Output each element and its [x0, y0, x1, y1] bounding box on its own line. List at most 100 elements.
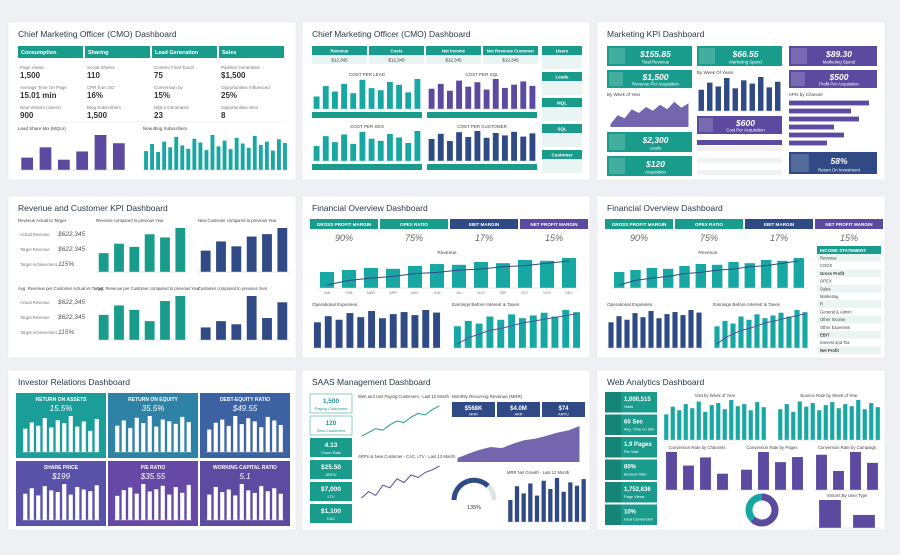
- bar: [350, 143, 357, 161]
- bar: [446, 90, 453, 109]
- label: Actual Revenue: [20, 300, 50, 305]
- bar: [160, 419, 165, 452]
- label: $199: [51, 472, 70, 481]
- tile-icon: [605, 459, 621, 480]
- label: Revenue: [437, 250, 457, 256]
- tile-icon: [699, 48, 715, 64]
- bar: [679, 266, 690, 288]
- dashboard-title: Web Analytics Dashboard: [607, 377, 704, 387]
- bar: [465, 137, 472, 161]
- label: Conversion Rate by Campaign: [818, 445, 877, 450]
- label: 115%: [58, 261, 74, 268]
- bar: [453, 326, 461, 348]
- kpi-header: [426, 46, 481, 55]
- label: OCT: [521, 291, 529, 295]
- label: Operational Expenses: [312, 302, 358, 307]
- bar: [49, 490, 54, 520]
- bar: [114, 305, 124, 340]
- bar: [729, 400, 734, 440]
- column-header: [152, 46, 217, 58]
- label: GROSS PROFIT MARGIN: [317, 222, 372, 227]
- label: COGS: [820, 263, 833, 268]
- bar: [853, 514, 875, 528]
- kpi-header: [815, 219, 883, 229]
- bar: [313, 146, 320, 161]
- bar: [411, 315, 419, 348]
- bar: [246, 296, 257, 340]
- kpi-header: [675, 219, 743, 229]
- table-row: [697, 170, 782, 175]
- bar: [147, 491, 152, 520]
- kpi-header: [369, 46, 424, 55]
- bar: [703, 411, 708, 440]
- bar: [716, 403, 721, 440]
- label: $500: [829, 72, 849, 82]
- donut-segment: [745, 493, 779, 527]
- label: $25.50: [321, 464, 341, 471]
- label: 17%: [770, 233, 788, 243]
- label: OPEX: [820, 279, 832, 284]
- label: New Customers: [317, 428, 345, 433]
- bar: [732, 88, 738, 111]
- bar: [331, 91, 338, 109]
- statement-row: [817, 277, 881, 285]
- bar: [529, 85, 536, 109]
- bar: [134, 417, 139, 452]
- dashboard-title: Marketing KPI Dashboard: [607, 29, 705, 39]
- bar: [786, 316, 792, 348]
- bar: [746, 319, 752, 348]
- bar: [748, 410, 753, 440]
- bar: [228, 149, 233, 170]
- bar: [766, 87, 772, 111]
- bar: [252, 421, 257, 452]
- label: Sales: [820, 286, 830, 291]
- label: $622,345: [57, 231, 85, 238]
- label: ARPU & New Customer - CAC, LTV - Last 12…: [358, 454, 456, 459]
- bar: [129, 309, 140, 340]
- bar: [377, 140, 384, 161]
- bar: [741, 80, 747, 111]
- bar: [62, 423, 67, 452]
- bar: [830, 402, 835, 440]
- label: AUG: [477, 291, 485, 295]
- label: Marketing Spend: [729, 60, 762, 65]
- label: SQL: [557, 127, 567, 132]
- bar: [728, 262, 739, 288]
- bar: [368, 138, 375, 161]
- label: $12,345: [388, 58, 405, 63]
- bar: [724, 77, 730, 111]
- bar: [473, 262, 489, 288]
- tile-icon: [699, 118, 713, 132]
- bar: [823, 405, 828, 440]
- side-header: [542, 46, 582, 55]
- label: FEB: [346, 291, 354, 295]
- kpi-tile: [789, 46, 877, 66]
- label: EBIT MARGIN: [764, 222, 795, 227]
- statement-row: [817, 261, 881, 270]
- label: APR: [389, 291, 397, 295]
- bar: [154, 489, 159, 520]
- bar: [62, 484, 67, 520]
- chart-footer: [427, 164, 537, 170]
- line: [326, 260, 570, 286]
- bar: [511, 84, 518, 109]
- bar: [233, 416, 238, 452]
- label: DEC: [565, 291, 573, 295]
- bar: [451, 264, 467, 288]
- bar: [357, 317, 365, 348]
- label: Revenue Actual to Target: [18, 218, 67, 223]
- bar: [608, 322, 614, 348]
- bar: [749, 83, 755, 111]
- label: DEBT-EQUITY RATIO: [220, 397, 270, 403]
- label: SEP: [499, 291, 507, 295]
- bar: [246, 236, 257, 272]
- label: Sharing: [88, 50, 108, 56]
- label: Gross Profit: [820, 271, 845, 276]
- bar: [68, 416, 73, 452]
- label: $35.55: [140, 472, 166, 481]
- label: Return On Investment: [818, 168, 861, 173]
- bar: [396, 137, 403, 161]
- bar: [789, 100, 869, 106]
- bar: [128, 427, 133, 452]
- label: Average Time On Page: [20, 85, 67, 90]
